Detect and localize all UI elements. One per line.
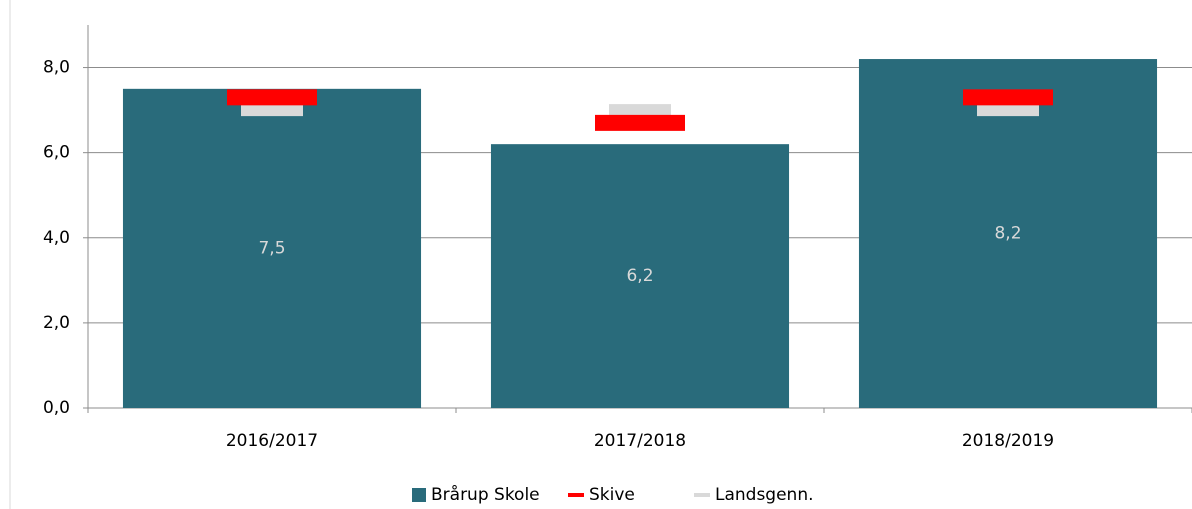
x-tick-label: 2018/2019 xyxy=(962,431,1054,451)
marker xyxy=(241,104,303,117)
marker xyxy=(609,104,671,117)
y-tick-label: 0,0 xyxy=(43,398,70,418)
y-tick-label: 8,0 xyxy=(43,58,70,78)
data-label: 8,2 xyxy=(994,224,1021,244)
marker xyxy=(595,114,685,131)
x-tick-label: 2016/2017 xyxy=(226,431,318,451)
y-tick-label: 6,0 xyxy=(43,143,70,163)
legend-swatch xyxy=(412,488,426,502)
data-label: 6,2 xyxy=(626,266,653,286)
legend-swatch xyxy=(694,493,710,497)
y-tick-label: 4,0 xyxy=(43,228,70,248)
legend-label: Brårup Skole xyxy=(431,484,540,505)
bar xyxy=(490,144,790,408)
marker xyxy=(227,89,317,106)
x-tick-label: 2017/2018 xyxy=(594,431,686,451)
legend-label: Skive xyxy=(589,485,635,505)
legend-swatch xyxy=(568,493,584,497)
bar xyxy=(858,59,1158,409)
legend-label: Landsgenn. xyxy=(715,485,814,505)
marker xyxy=(963,89,1053,106)
data-label: 7,5 xyxy=(258,238,285,258)
bar xyxy=(122,88,422,408)
marker xyxy=(977,104,1039,117)
y-tick-label: 2,0 xyxy=(43,313,70,333)
